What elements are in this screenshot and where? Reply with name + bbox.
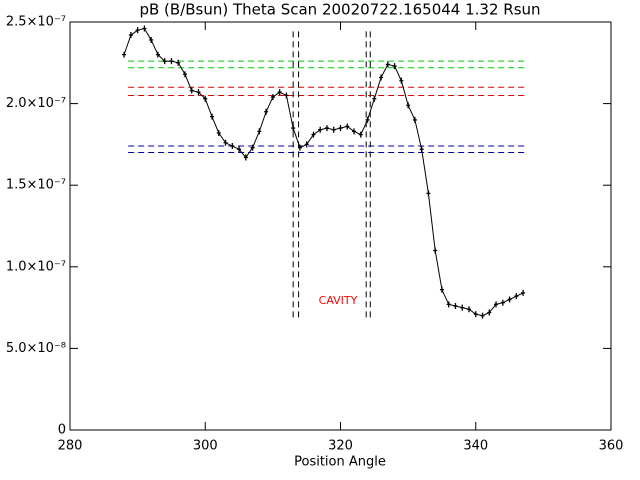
data-point xyxy=(324,125,329,132)
data-point xyxy=(277,89,282,96)
x-tick-label: 320 xyxy=(328,439,353,454)
data-point xyxy=(230,143,235,150)
data-point xyxy=(352,128,357,135)
data-point xyxy=(135,27,140,34)
data-point xyxy=(216,129,221,136)
data-point xyxy=(487,309,492,316)
data-point xyxy=(264,108,269,115)
data-point xyxy=(412,116,417,123)
data-point xyxy=(169,58,174,65)
data-point xyxy=(284,92,289,99)
data-point xyxy=(521,289,526,296)
data-point xyxy=(433,247,438,254)
y-tick-label: 2.5×10⁻⁷ xyxy=(6,15,66,30)
data-point xyxy=(338,125,343,132)
y-tick-label: 1.0×10⁻⁷ xyxy=(6,259,66,274)
chart-title: pB (B/Bsun) Theta Scan 20020722.165044 1… xyxy=(139,1,540,19)
x-tick-label: 360 xyxy=(599,439,624,454)
data-point xyxy=(149,36,154,43)
data-point xyxy=(379,74,384,81)
x-tick-label: 280 xyxy=(58,439,83,454)
data-point xyxy=(237,146,242,153)
data-point xyxy=(507,296,512,303)
data-point xyxy=(270,94,275,101)
data-point xyxy=(480,312,485,319)
data-point xyxy=(210,113,215,120)
data-point xyxy=(494,301,499,308)
data-point xyxy=(304,141,309,148)
data-point xyxy=(460,304,465,311)
data-point xyxy=(392,63,397,70)
data-point xyxy=(406,102,411,109)
annotation: CAVITY xyxy=(319,294,358,307)
data-point xyxy=(399,77,404,84)
data-point xyxy=(122,51,127,58)
data-point xyxy=(297,144,302,151)
data-point xyxy=(182,71,187,78)
data-point xyxy=(243,154,248,161)
data-point xyxy=(466,306,471,313)
data-point xyxy=(514,293,519,300)
data-point xyxy=(162,58,167,65)
data-point xyxy=(419,146,424,153)
x-tick-label: 300 xyxy=(193,439,218,454)
y-tick-label: 5.0×10⁻⁸ xyxy=(6,341,66,356)
data-point xyxy=(385,61,390,68)
data-point xyxy=(203,95,208,102)
data-point xyxy=(142,25,147,32)
data-point xyxy=(128,32,133,39)
data-point xyxy=(453,302,458,309)
y-tick-label: 1.5×10⁻⁷ xyxy=(6,178,66,193)
data-point xyxy=(500,299,505,306)
data-point xyxy=(318,126,323,133)
data-point xyxy=(257,128,262,135)
data-point xyxy=(372,95,377,102)
data-point xyxy=(365,116,370,123)
y-tick-label: 0 xyxy=(58,423,66,438)
x-axis-label: Position Angle xyxy=(294,455,386,470)
data-point xyxy=(176,59,181,66)
data-point xyxy=(358,131,363,138)
data-point xyxy=(345,123,350,130)
data-point xyxy=(196,89,201,96)
data-point xyxy=(331,126,336,133)
data-point xyxy=(223,139,228,146)
data-point xyxy=(155,51,160,58)
data-point xyxy=(473,311,478,318)
data-point xyxy=(189,87,194,94)
data-point xyxy=(446,301,451,308)
data-point xyxy=(311,131,316,138)
data-point xyxy=(426,190,431,197)
data-point xyxy=(250,144,255,151)
data-point xyxy=(439,286,444,293)
y-tick-label: 2.0×10⁻⁷ xyxy=(6,96,66,111)
data-point xyxy=(291,125,296,132)
x-tick-label: 340 xyxy=(463,439,488,454)
